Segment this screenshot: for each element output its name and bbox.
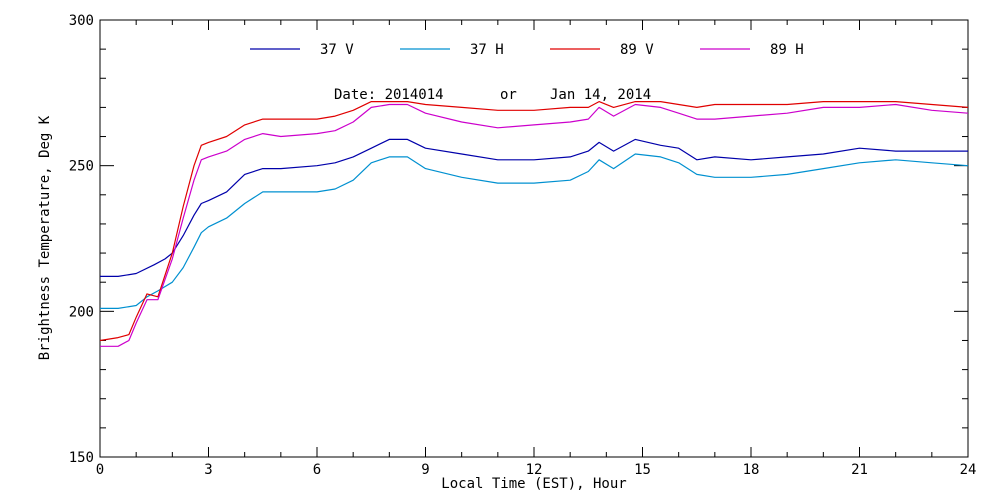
x-tick-label: 9 (421, 462, 429, 478)
x-tick-label: 6 (313, 462, 321, 478)
x-tick-label: 0 (96, 462, 104, 478)
series-line-89-h (100, 103, 969, 347)
legend-label-89-v: 89 V (620, 42, 654, 58)
x-tick-label: 21 (851, 462, 868, 478)
plot-frame (99, 19, 969, 458)
series-layer (99, 100, 969, 347)
series-line-89-v (99, 100, 969, 342)
date-text: Jan 14, 2014 (550, 87, 651, 103)
y-axis-label: Brightness Temperature, Deg K (37, 115, 53, 360)
legend-label-37-h: 37 H (470, 42, 504, 58)
x-tick-label: 18 (743, 462, 760, 478)
x-tick-label: 3 (204, 462, 212, 478)
x-axis-label: Local Time (EST), Hour (441, 476, 626, 492)
legend: 37 V 37 H 89 V 89 H (250, 42, 804, 58)
y-axis: 150 200 250 300 (69, 13, 968, 466)
legend-label-89-h: 89 H (770, 42, 804, 58)
x-tick-label: 15 (634, 462, 651, 478)
y-tick-label: 150 (69, 450, 94, 466)
x-tick-label: 12 (526, 462, 543, 478)
date-label: Date: 2014014 (334, 87, 444, 103)
or-label: or (500, 87, 517, 103)
y-tick-label: 300 (69, 13, 94, 29)
x-axis: 0 3 6 9 12 15 18 21 24 (96, 20, 977, 478)
series-line-37-h (100, 153, 969, 309)
y-tick-label: 200 (69, 304, 94, 320)
legend-label-37-v: 37 V (320, 42, 354, 58)
series-line-37-v (100, 138, 968, 277)
y-tick-label: 250 (69, 159, 94, 175)
x-tick-label: 24 (960, 462, 977, 478)
